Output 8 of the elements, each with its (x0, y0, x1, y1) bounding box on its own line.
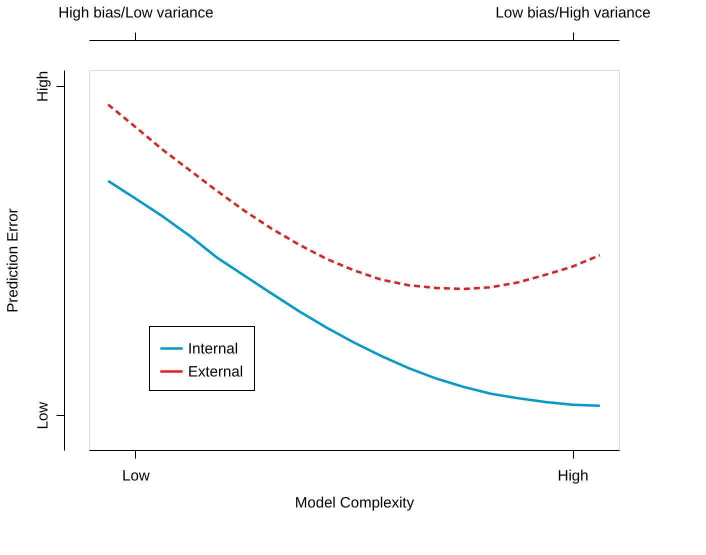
text: Low (34, 402, 52, 430)
legend-label: Internal (188, 340, 238, 358)
text: High bias/Low variance (58, 4, 214, 22)
text: High (34, 70, 52, 102)
y-axis-title: Prediction Error (4, 208, 22, 313)
x-axis-title: Model Complexity (294, 494, 415, 512)
text: Low bias/High variance (496, 4, 651, 22)
legend-label: External (188, 364, 244, 380)
